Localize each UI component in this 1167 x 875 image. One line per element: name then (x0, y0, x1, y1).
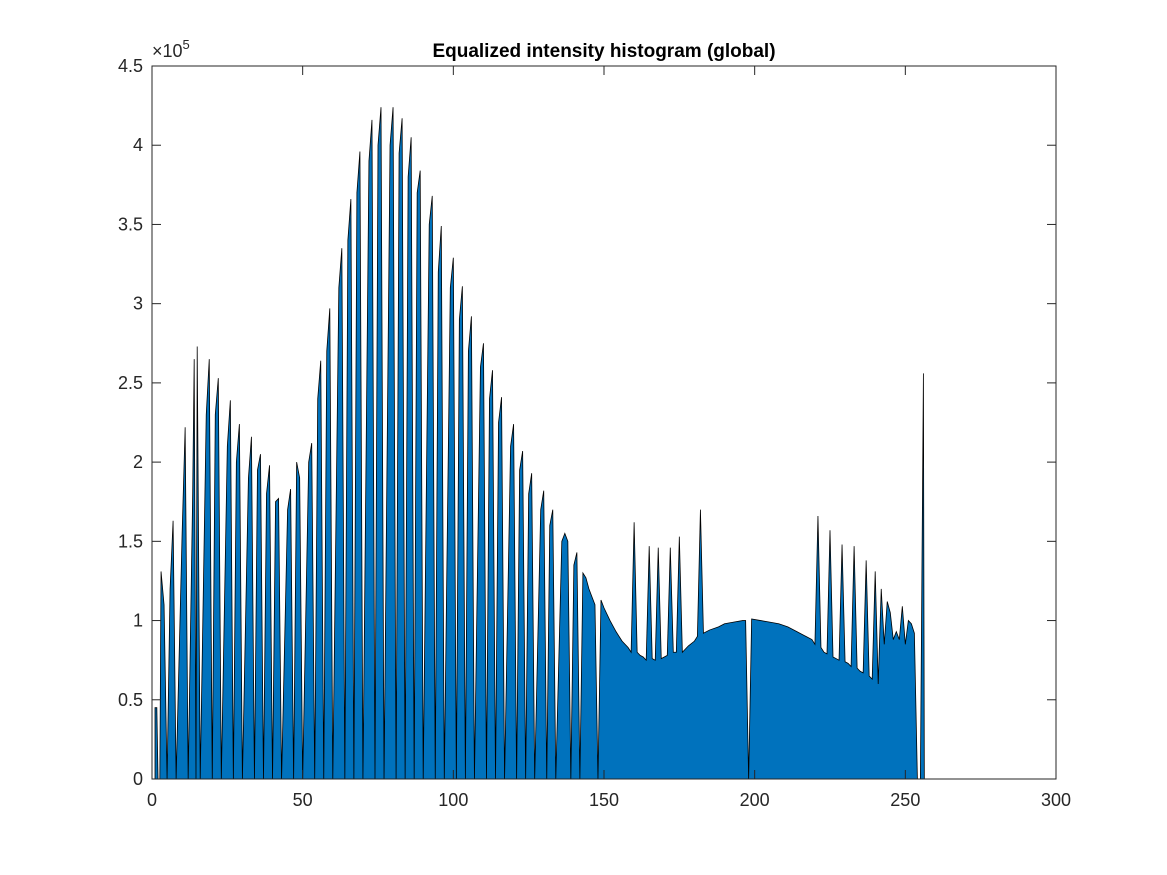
y-tick-label: 0 (133, 769, 143, 789)
x-tick-label: 50 (293, 790, 313, 810)
y-multiplier-base: ×10 (152, 41, 183, 61)
x-axis: 0 50 100 150 200 250 300 (147, 66, 1071, 810)
y-tick-label: 0.5 (118, 690, 143, 710)
x-tick-label: 150 (589, 790, 619, 810)
y-tick-label: 4 (133, 135, 143, 155)
y-tick-label: 2 (133, 452, 143, 472)
area-series-0 (154, 107, 925, 780)
y-tick-label: 1 (133, 611, 143, 631)
y-tick-label: 3.5 (118, 214, 143, 234)
y-tick-label: 3 (133, 294, 143, 314)
x-tick-label: 250 (890, 790, 920, 810)
x-tick-label: 0 (147, 790, 157, 810)
y-tick-label: 2.5 (118, 373, 143, 393)
y-axis: 0 0.5 1 1.5 2 2.5 3 3.5 4 4.5 (118, 56, 1056, 789)
y-multiplier-exponent: 5 (183, 37, 190, 52)
y-tick-label: 4.5 (118, 56, 143, 76)
area-series-layer (154, 107, 925, 780)
y-axis-multiplier: ×105 (152, 37, 190, 61)
x-tick-label: 200 (740, 790, 770, 810)
x-tick-label: 100 (438, 790, 468, 810)
y-tick-label: 1.5 (118, 531, 143, 551)
chart-title: Equalized intensity histogram (global) (432, 41, 775, 62)
x-tick-label: 300 (1041, 790, 1071, 810)
